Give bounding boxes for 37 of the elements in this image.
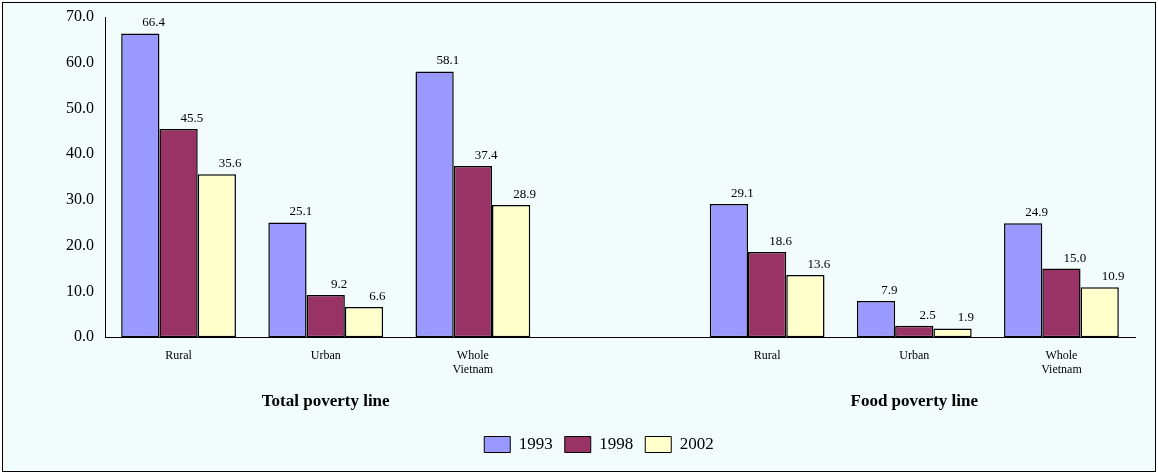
- x-tick-label: Whole Vietnam: [1041, 347, 1083, 376]
- legend-label: 1998: [599, 433, 634, 453]
- legend-label: 1993: [518, 433, 553, 453]
- y-tick-label: 0.0: [74, 327, 94, 345]
- data-label: 25.1: [289, 203, 313, 219]
- y-tick-label: 20.0: [66, 235, 94, 253]
- data-label: 24.9: [1025, 204, 1048, 220]
- legend-label: 2002: [679, 433, 714, 453]
- data-label: 28.9: [513, 185, 536, 201]
- text: Food poverty line: [850, 391, 979, 411]
- data-label: 1.9: [957, 309, 975, 325]
- y-tick-label: 60.0: [66, 52, 94, 70]
- data-label: 10.9: [1101, 268, 1125, 284]
- data-label: 29.1: [730, 185, 754, 201]
- data-label: 45.5: [180, 109, 204, 125]
- data-label: 35.6: [218, 155, 243, 171]
- data-label: 15.0: [1063, 249, 1087, 265]
- x-tick-label: Urban: [310, 347, 341, 362]
- x-tick-label: Rural: [165, 347, 193, 362]
- data-label: 7.9: [881, 281, 898, 297]
- y-tick-label: 40.0: [66, 144, 94, 162]
- y-tick-label: 30.0: [66, 190, 94, 208]
- y-tick-label: 50.0: [66, 98, 94, 116]
- data-label: 66.4: [142, 14, 166, 30]
- y-tick-label: 10.0: [66, 281, 94, 299]
- data-label: 18.6: [769, 233, 793, 249]
- x-tick-label: Rural: [753, 347, 782, 362]
- y-tick-label: 70.0: [66, 7, 94, 25]
- data-label: 2.5: [919, 306, 936, 322]
- text: Total poverty line: [261, 391, 391, 411]
- data-label: 6.6: [369, 287, 386, 303]
- data-label: 37.4: [474, 147, 499, 163]
- data-label: 13.6: [807, 255, 831, 271]
- data-label: 58.1: [436, 52, 460, 68]
- x-tick-label: Urban: [899, 347, 930, 362]
- x-tick-label: Whole Vietnam: [452, 347, 494, 376]
- data-label: 9.2: [330, 276, 348, 292]
